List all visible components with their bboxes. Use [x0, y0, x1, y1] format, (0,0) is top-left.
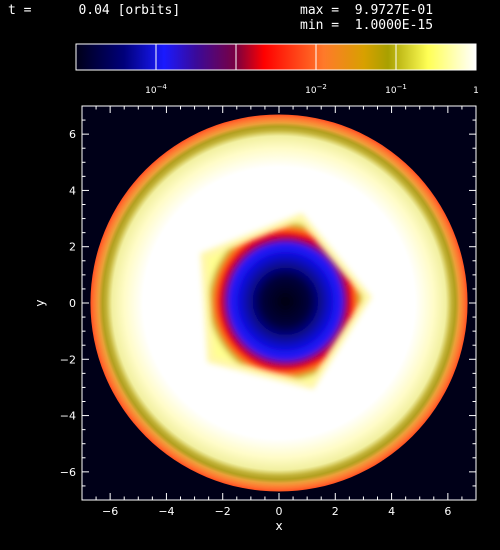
colorbar-tick-label: 10−2: [305, 83, 327, 96]
time-value: 0.04: [78, 3, 110, 18]
x-tick-label: 2: [332, 505, 339, 518]
max-readout: max = 9.9727E-01: [300, 3, 433, 18]
colorbar-gradient: [75, 43, 477, 71]
min-value: 1.0000E-15: [354, 18, 434, 33]
y-tick-label: 0: [69, 297, 76, 310]
colorbar-tick-label: 10−4: [145, 83, 167, 96]
x-tick-label: −2: [215, 505, 231, 518]
max-value: 9.9727E-01: [354, 3, 434, 18]
y-tick-label: −4: [60, 410, 76, 423]
inner-hole: [207, 221, 363, 382]
x-axis-label: x: [275, 519, 282, 533]
min-label: min =: [300, 18, 340, 33]
y-tick-label: 6: [69, 128, 76, 141]
y-tick-label: 2: [69, 241, 76, 254]
plot-area: −6 −4 −2 0 2 4 6 −6 −4 −2 0 2 4 6 x y: [33, 105, 477, 533]
x-tick-label: −6: [102, 505, 118, 518]
time-unit: [orbits]: [117, 3, 181, 18]
max-label: max =: [300, 3, 340, 18]
y-tick-label: 4: [69, 184, 76, 197]
y-tick-label: −6: [60, 466, 76, 479]
x-tick-label: −4: [158, 505, 174, 518]
x-tick-label: 6: [444, 505, 451, 518]
y-tick-label: −2: [60, 353, 76, 366]
colorbar-tick-label: 1: [473, 86, 479, 96]
time-label: t =: [8, 3, 32, 18]
x-tick-label: 4: [388, 505, 395, 518]
x-tick-label: 0: [276, 505, 283, 518]
colorbar-tick-label: 10−1: [385, 83, 407, 96]
y-axis-label: y: [33, 299, 47, 306]
time-readout: t = 0.04 [orbits]: [8, 3, 180, 18]
min-readout: min = 1.0000E-15: [300, 18, 433, 33]
colorbar: 10−4 10−2 10−1 1: [75, 43, 479, 96]
outer-band: [99, 123, 459, 483]
